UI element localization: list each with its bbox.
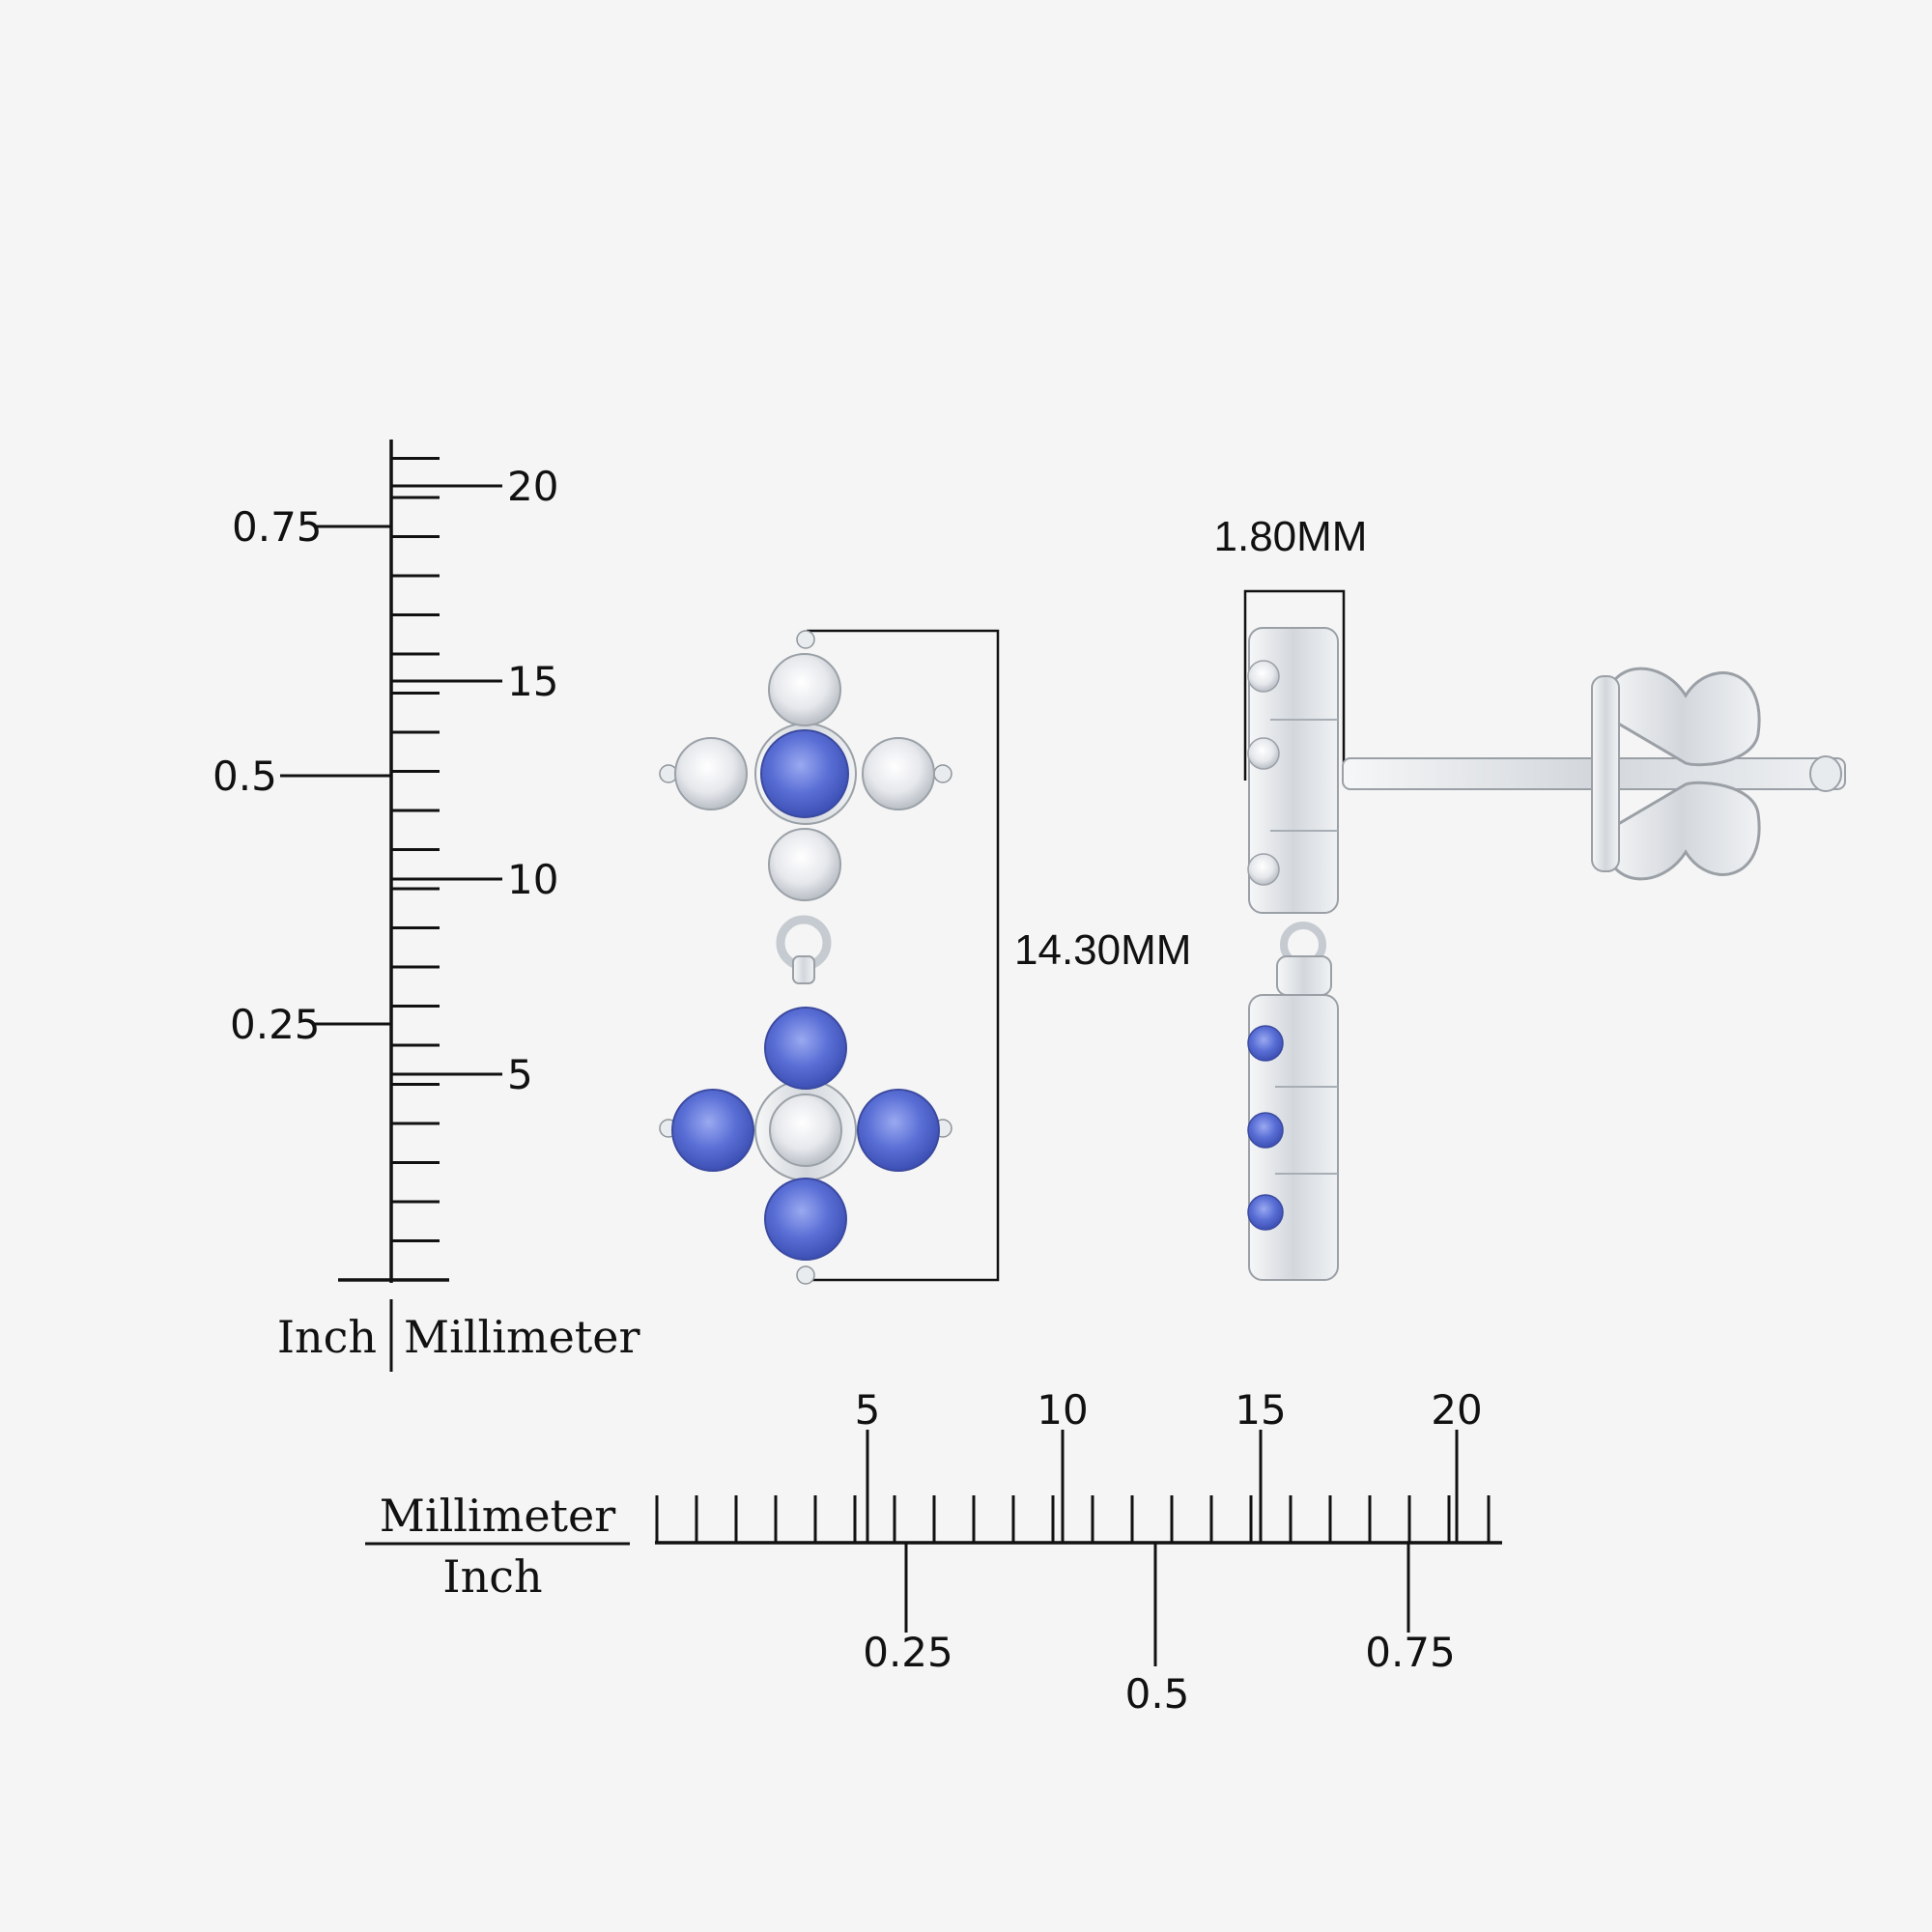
top-cross-stone-top <box>768 653 841 726</box>
bottom-cross-stone-top <box>764 1007 847 1090</box>
side-stone <box>1247 1194 1284 1231</box>
bottom-cross-stone-center <box>769 1094 842 1167</box>
side-stone <box>1247 853 1280 886</box>
side-gallery-bottom <box>1247 994 1339 1281</box>
connector-link <box>792 955 815 984</box>
side-connector-link <box>1276 955 1332 996</box>
side-stone <box>1247 737 1280 770</box>
height-dimension-bracket <box>807 629 1000 1282</box>
inch-label-025: 0.25 <box>230 1001 321 1048</box>
prong <box>796 1265 815 1285</box>
bottom-cross-stone-bottom <box>764 1178 847 1261</box>
top-cross-stone-center <box>760 729 849 818</box>
width-dimension-bracket <box>1243 589 1346 781</box>
top-cross-stone-left <box>674 737 748 810</box>
side-stone <box>1247 660 1280 693</box>
inch-label-h-075: 0.75 <box>1365 1629 1456 1676</box>
butterfly-back-upper <box>1602 667 1761 767</box>
inch-label-05: 0.5 <box>213 753 277 800</box>
inch-label-h-05: 0.5 <box>1125 1670 1190 1718</box>
mm-label-h-10: 10 <box>1037 1386 1088 1434</box>
bottom-cross <box>659 1007 952 1285</box>
jump-ring-connector <box>776 915 832 984</box>
width-dimension-label: 1.80MM <box>1214 513 1368 560</box>
horizontal-ruler: 5 10 15 20 0.25 0.5 0.75 Millimeter Inch <box>365 1386 1502 1718</box>
side-gallery-top <box>1247 627 1339 914</box>
butterfly-back-plate <box>1591 675 1620 872</box>
prong <box>796 630 815 649</box>
top-cross-stone-right <box>862 737 935 810</box>
side-gallery-top-body <box>1248 627 1339 914</box>
prong <box>933 764 952 783</box>
vertical-ruler: 20 15 10 5 0.75 0.5 0.25 Inch Millimeter <box>213 440 640 1372</box>
bottom-cross-stone-right <box>857 1089 940 1172</box>
mm-label-h-20: 20 <box>1431 1386 1482 1434</box>
post-tip <box>1809 755 1842 792</box>
earring-front-view: 14.30MM <box>659 629 1191 1285</box>
butterfly-back-lower <box>1602 781 1761 881</box>
mm-label-10: 10 <box>507 856 558 903</box>
mm-label-20: 20 <box>507 463 558 510</box>
height-dimension-label: 14.30MM <box>1014 926 1191 974</box>
vertical-ruler-mm-ticks <box>391 457 440 1282</box>
mm-label-h-5: 5 <box>855 1386 881 1434</box>
vertical-ruler-unit-inch: Inch <box>277 1311 377 1363</box>
mm-label-5: 5 <box>507 1051 533 1098</box>
bottom-cross-stone-left <box>671 1089 754 1172</box>
butterfly-back <box>1591 667 1761 881</box>
top-cross-stone-bottom <box>768 828 841 901</box>
top-cross <box>659 630 952 901</box>
side-stone <box>1247 1112 1284 1149</box>
mm-label-h-15: 15 <box>1235 1386 1286 1434</box>
horizontal-ruler-unit-inch: Inch <box>442 1550 542 1603</box>
vertical-ruler-unit-mm: Millimeter <box>404 1311 640 1363</box>
horizontal-ruler-unit-mm: Millimeter <box>380 1490 616 1542</box>
inch-label-075: 0.75 <box>232 503 323 551</box>
horizontal-ruler-mm-ticks <box>655 1495 1491 1543</box>
mm-label-15: 15 <box>507 658 558 705</box>
earring-side-view: 1.80MM <box>1214 513 1846 1281</box>
side-stone <box>1247 1025 1284 1062</box>
inch-label-h-025: 0.25 <box>863 1629 953 1676</box>
